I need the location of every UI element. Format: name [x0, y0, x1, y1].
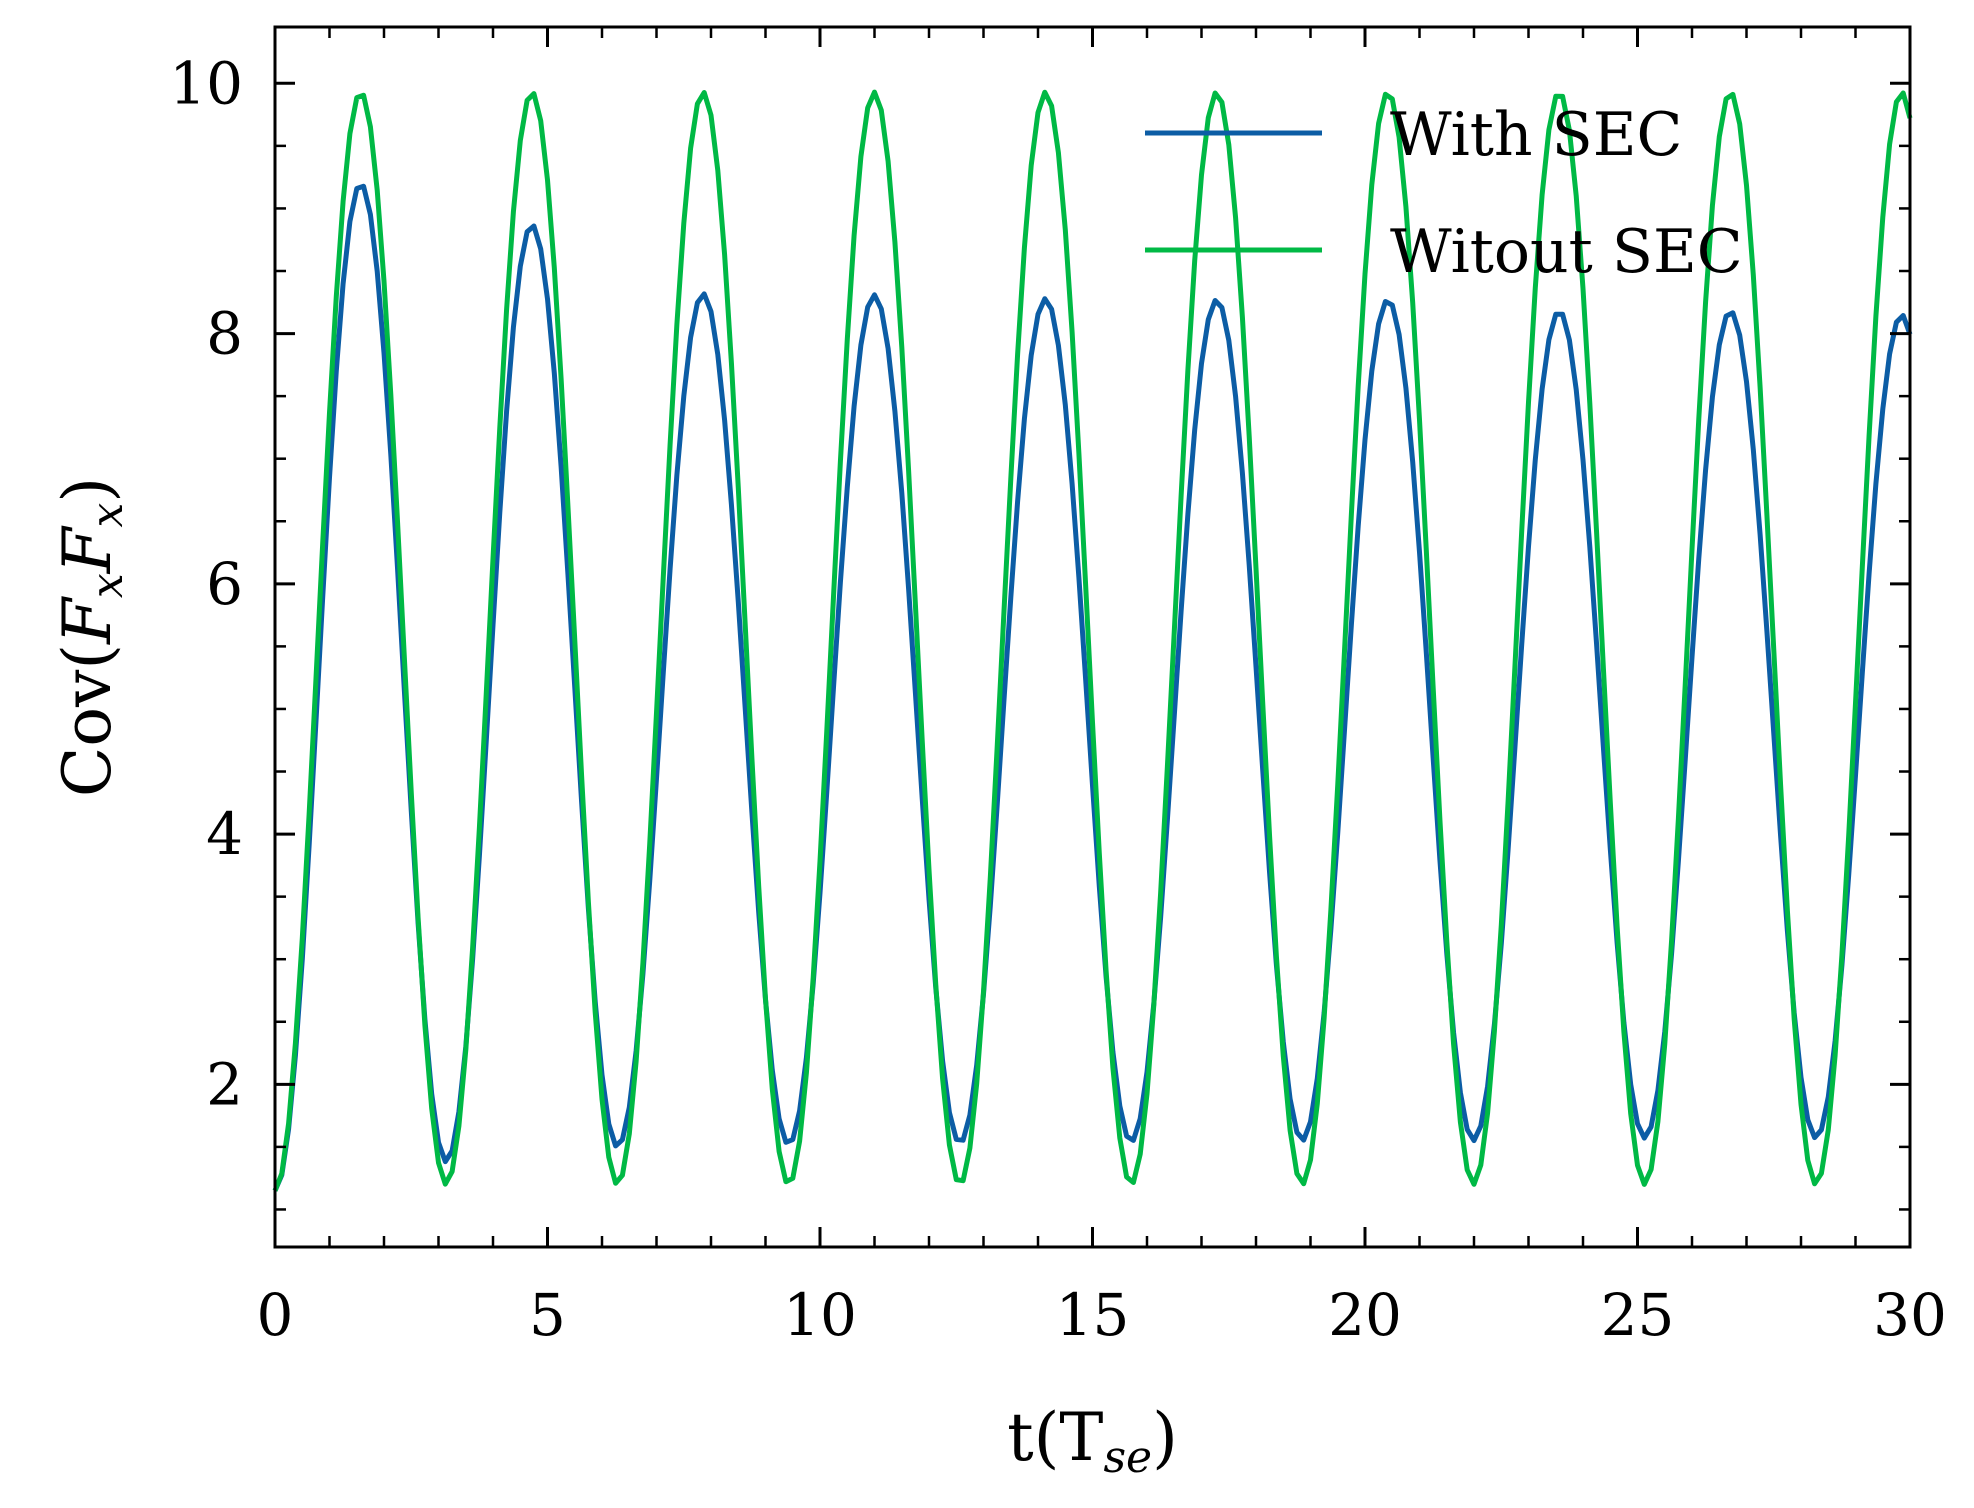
y-tick-label: 2: [206, 1050, 243, 1118]
y-tick-label: 8: [206, 300, 243, 368]
x-tick-label: 15: [1056, 1281, 1130, 1349]
x-tick-label: 30: [1873, 1281, 1947, 1349]
x-tick-label: 25: [1601, 1281, 1675, 1349]
y-tick-label: 4: [206, 800, 243, 868]
ticks-layer: 0 5 10 15 20 25 30 2 4 6 8 10: [169, 27, 1947, 1349]
y-tick-label: 6: [206, 550, 243, 618]
y-tick-label: 10: [169, 49, 243, 117]
legend: With SEC Witout SEC: [1145, 100, 1743, 287]
legend-label: Witout SEC: [1390, 217, 1743, 287]
x-tick-label: 20: [1328, 1281, 1402, 1349]
x-tick-label: 10: [783, 1281, 857, 1349]
series-layer: [272, 89, 1913, 1192]
series-line-2: [272, 89, 1913, 1192]
x-tick-label: 0: [257, 1281, 294, 1349]
x-tick-label: 5: [529, 1281, 566, 1349]
y-axis-title: Cov(FxFx): [49, 477, 133, 797]
x-axis-title: t(Tse): [1007, 1399, 1178, 1483]
legend-label: With SEC: [1390, 100, 1682, 170]
series-line-1: [272, 183, 1913, 1192]
